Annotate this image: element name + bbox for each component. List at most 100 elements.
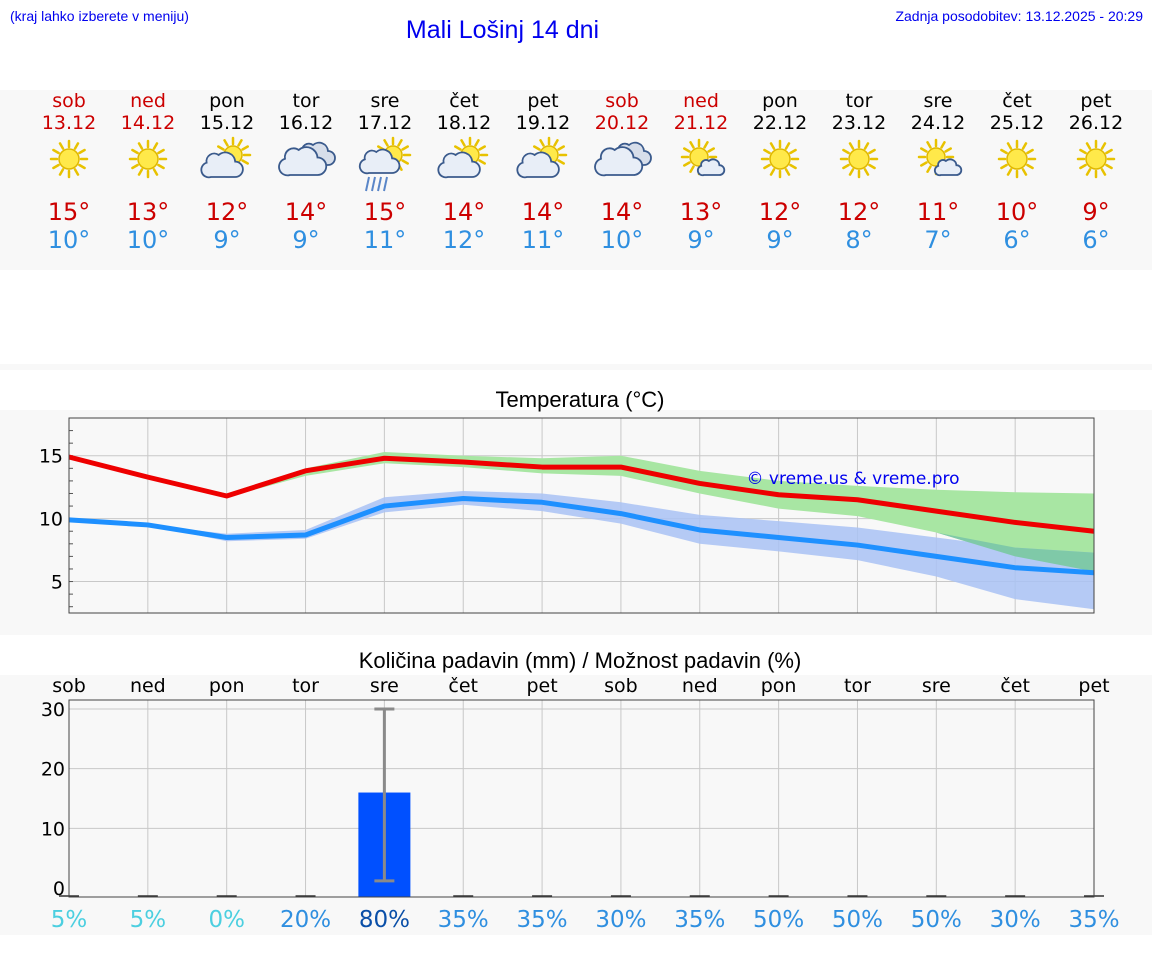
temperature-chart: 5 10 15 © vreme.us & vreme.pro: [39, 417, 1095, 614]
precip-probability: 35%: [517, 907, 568, 933]
day-date: 23.12: [831, 112, 887, 134]
day-name: pet: [1080, 90, 1112, 112]
precip-probability: 35%: [1068, 907, 1119, 933]
precip-day-label: sob: [52, 675, 86, 697]
max-temp: 10°: [995, 198, 1039, 226]
precip-day-label: ned: [130, 675, 166, 697]
max-temp: 14°: [284, 198, 328, 226]
separator-band: [0, 364, 1152, 370]
precip-day-label: pet: [1078, 675, 1109, 697]
min-temp: 7°: [924, 226, 952, 254]
cloudy-icon: [278, 141, 336, 177]
sun-small-cloud-icon: [680, 138, 726, 177]
temp-band-max: [69, 451, 1094, 572]
day-date: 25.12: [989, 112, 1045, 134]
min-temp: 6°: [1003, 226, 1031, 254]
precip-probability: 35%: [438, 907, 489, 933]
max-temp: 13°: [126, 198, 170, 226]
precip-day-label: sob: [604, 675, 638, 697]
temp-tick-label: 15: [39, 446, 63, 468]
precip-day-label: tor: [844, 675, 871, 697]
day-date: 20.12: [594, 112, 650, 134]
precip-day-label: sre: [370, 675, 399, 697]
min-temp: 10°: [126, 226, 170, 254]
day-date: 14.12: [120, 112, 176, 134]
day-name: pet: [527, 90, 559, 112]
day-date: 21.12: [673, 112, 729, 134]
precip-probability: 20%: [280, 907, 331, 933]
precip-probability: 30%: [990, 907, 1041, 933]
precip-probability: 0%: [208, 907, 245, 933]
page-title: Mali Lošinj 14 dni: [405, 16, 600, 44]
precip-day-label: ned: [682, 675, 718, 697]
min-temp: 9°: [292, 226, 320, 254]
day-name: sre: [370, 90, 400, 112]
sun-small-cloud-icon: [917, 138, 963, 177]
precip-probability: 30%: [595, 907, 646, 933]
watermark: © vreme.us & vreme.pro: [746, 469, 959, 489]
location-hint: (kraj lahko izberete v meniju): [10, 8, 189, 24]
min-temp: 11°: [521, 226, 565, 254]
min-temp: 9°: [687, 226, 715, 254]
temp-line-min: [68, 496, 1095, 576]
sun-icon: [49, 139, 89, 179]
max-temp: 15°: [47, 198, 91, 226]
temperature-chart-title: Temperatura (°C): [495, 387, 665, 412]
precip-plot-area: [69, 700, 1094, 897]
precip-day-label: pon: [761, 675, 797, 697]
precip-tick-label: 0: [53, 878, 65, 900]
max-temp: 12°: [837, 198, 881, 226]
sun-icon: [1076, 139, 1116, 179]
max-temp: 12°: [758, 198, 802, 226]
max-temp: 11°: [916, 198, 960, 226]
day-name: čet: [1002, 90, 1032, 112]
max-temp: 14°: [521, 198, 565, 226]
precip-day-label: čet: [1000, 675, 1030, 697]
day-name: ned: [683, 90, 719, 112]
precip-day-label: pet: [526, 675, 557, 697]
sun-rain-icon: [358, 136, 412, 192]
day-date: 13.12: [41, 112, 97, 134]
min-temp: 9°: [766, 226, 794, 254]
min-temp: 12°: [442, 226, 486, 254]
day-name: sob: [52, 90, 86, 112]
day-date: 16.12: [278, 112, 334, 134]
day-name: ned: [130, 90, 166, 112]
sun-icon: [128, 139, 168, 179]
precip-day-label: sre: [922, 675, 951, 697]
max-temp: 9°: [1082, 198, 1110, 226]
day-name: pon: [209, 90, 245, 112]
precip-day-label: čet: [448, 675, 478, 697]
partly-cloudy-icon: [516, 136, 568, 179]
day-date: 19.12: [515, 112, 571, 134]
precip-day-label: tor: [292, 675, 319, 697]
day-name: čet: [449, 90, 479, 112]
precipitation-chart: sob ned pon tor sre čet pet sob ned pon tor sre čet p…: [41, 675, 1120, 933]
precip-tick-label: 10: [41, 818, 65, 840]
precip-probability: 50%: [832, 907, 883, 933]
partly-cloudy-icon: [437, 136, 489, 179]
partly-cloudy-icon: [200, 136, 252, 179]
precip-day-label: pon: [209, 675, 245, 697]
precip-probability: 50%: [753, 907, 804, 933]
temp-tick-label: 10: [39, 509, 63, 531]
day-name: pon: [762, 90, 798, 112]
precip-probability: 5%: [51, 907, 88, 933]
precip-probability: 5%: [130, 907, 167, 933]
day-name: sre: [923, 90, 953, 112]
min-temp: 10°: [47, 226, 91, 254]
precip-plot-frame: [68, 699, 1095, 898]
min-temp: 8°: [845, 226, 873, 254]
max-temp: 14°: [600, 198, 644, 226]
day-name: sob: [605, 90, 639, 112]
sun-icon: [760, 139, 800, 179]
day-date: 15.12: [199, 112, 255, 134]
day-date: 26.12: [1068, 112, 1124, 134]
sun-icon: [839, 139, 879, 179]
forecast-band: [0, 90, 1152, 270]
min-temp: 9°: [213, 226, 241, 254]
day-date: 17.12: [357, 112, 413, 134]
day-date: 18.12: [436, 112, 492, 134]
cloudy-icon: [594, 141, 652, 177]
precip-tick-label: 30: [41, 699, 65, 721]
